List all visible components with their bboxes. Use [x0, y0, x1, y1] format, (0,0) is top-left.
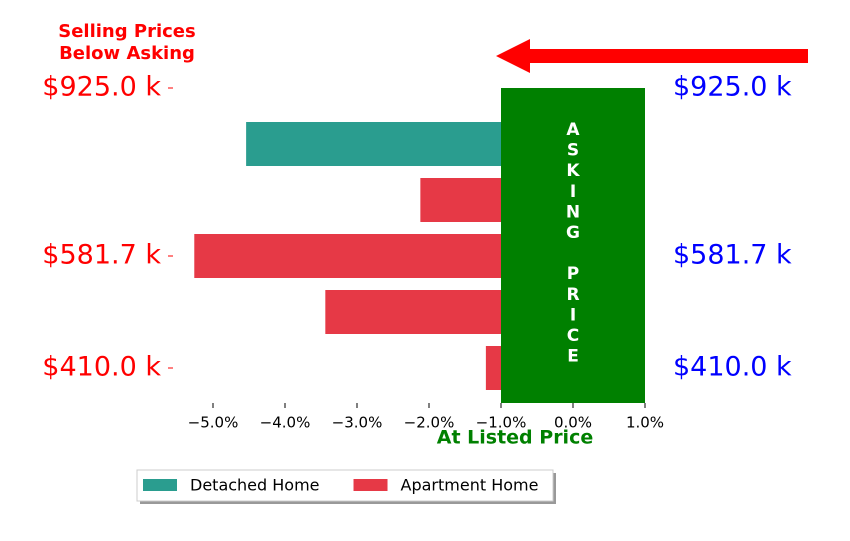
y-tick-label: $410.0 k — [42, 352, 161, 383]
x-tick-label: −2.0% — [404, 414, 455, 432]
x-tick-label: 1.0% — [626, 414, 664, 432]
asking-band — [501, 88, 645, 403]
legend-label: Apartment Home — [401, 476, 539, 495]
legend — [136, 469, 554, 502]
annotation: At Listed Price — [437, 427, 593, 449]
x-tick-label: −1.0% — [476, 414, 527, 432]
arrow — [496, 39, 808, 73]
x-tick-label: −3.0% — [332, 414, 383, 432]
legend-swatch — [353, 479, 388, 491]
legend-label: Detached Home — [190, 476, 320, 495]
x-tick-label: −4.0% — [260, 414, 311, 432]
y2-tick-label: $925.0 k — [673, 72, 792, 103]
y2-tick-label: $581.7 k — [673, 240, 792, 271]
y-tick-label: $581.7 k — [42, 240, 161, 271]
y2-tick-label: $410.0 k — [673, 352, 792, 383]
x-tick-label: −5.0% — [188, 414, 239, 432]
legend-swatch — [143, 479, 177, 491]
y-tick-label: $925.0 k — [42, 72, 161, 103]
annotation: Selling Prices Below Asking — [58, 21, 195, 64]
x-tick-label: 0.0% — [554, 414, 592, 432]
